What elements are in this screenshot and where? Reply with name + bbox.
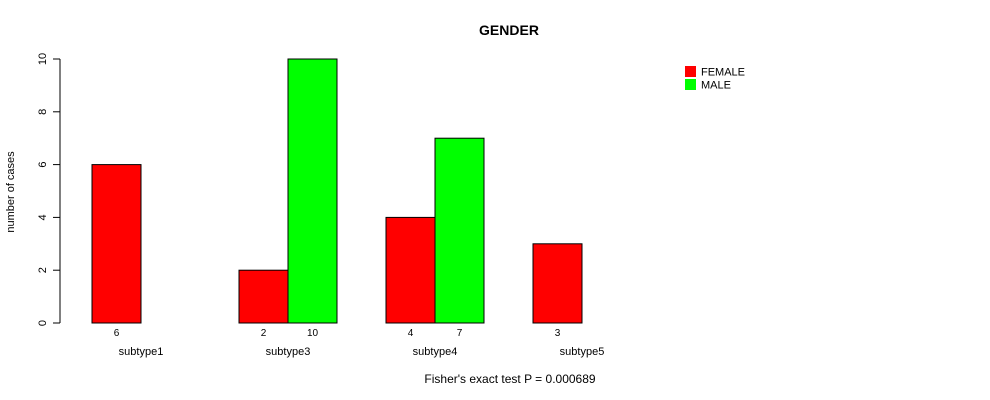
legend-swatch-female xyxy=(685,66,696,77)
bar-subtype1-female xyxy=(91,164,142,324)
category-label-subtype3: subtype3 xyxy=(266,346,311,358)
category-labels-group: subtype1 subtype3 subtype4 subtype5 xyxy=(119,346,605,358)
y-axis-label: number of cases xyxy=(5,151,17,233)
category-label-subtype5: subtype5 xyxy=(560,346,605,358)
chart-title: GENDER xyxy=(479,22,539,38)
count-label: 7 xyxy=(457,328,463,339)
legend-label-female: FEMALE xyxy=(701,67,745,79)
count-labels-group: 6 2 10 4 7 3 xyxy=(114,328,561,339)
y-tick-label: 4 xyxy=(37,214,49,220)
bar-subtype3-male xyxy=(287,58,338,324)
count-label: 6 xyxy=(114,328,120,339)
y-tick-label: 6 xyxy=(37,162,49,168)
count-label: 2 xyxy=(261,328,267,339)
count-label: 10 xyxy=(307,328,319,339)
category-label-subtype4: subtype4 xyxy=(413,346,458,358)
y-axis-ticks: 0 2 4 6 8 10 xyxy=(37,53,60,326)
bar-subtype4-female xyxy=(385,216,436,324)
category-label-subtype1: subtype1 xyxy=(119,346,164,358)
bar-subtype5-female xyxy=(532,243,583,324)
bars-group xyxy=(91,58,583,324)
y-tick-label: 8 xyxy=(37,109,49,115)
y-tick-label: 0 xyxy=(37,320,49,326)
count-label: 3 xyxy=(555,328,561,339)
y-tick-label: 10 xyxy=(37,53,49,65)
bar-subtype4-male xyxy=(434,137,485,324)
legend-swatch-male xyxy=(685,79,696,90)
y-tick-label: 2 xyxy=(37,267,49,273)
legend-label-male: MALE xyxy=(701,80,731,92)
bar-subtype3-female xyxy=(238,269,289,324)
fisher-test-note: Fisher's exact test P = 0.000689 xyxy=(424,372,595,386)
count-label: 4 xyxy=(408,328,414,339)
